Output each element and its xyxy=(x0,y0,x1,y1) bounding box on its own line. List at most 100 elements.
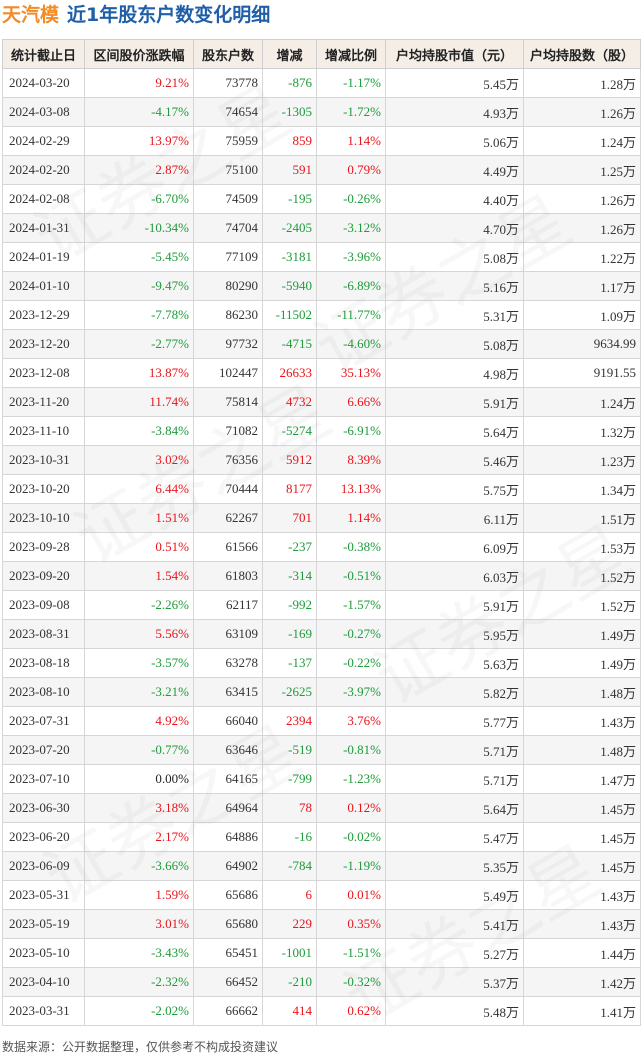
cell-date: 2024-03-20 xyxy=(2,68,85,98)
cell-change-ratio: 8.39% xyxy=(316,445,386,475)
cell-holders: 64886 xyxy=(193,822,263,852)
table-row: 2024-02-29 13.97% 75959 859 1.14% 5.06万 1.24万 xyxy=(2,126,641,156)
cell-avg-value: 5.08万 xyxy=(385,329,524,359)
table-row: 2023-07-31 4.92% 66040 2394 3.76% 5.77万 1.43万 xyxy=(2,706,641,736)
cell-change-ratio: -1.23% xyxy=(316,764,386,794)
cell-price-change: 1.51% xyxy=(84,503,194,533)
table-row: 2023-08-10 -3.21% 63415 -2625 -3.97% 5.82万 1.4… xyxy=(2,677,641,707)
cell-change: -4715 xyxy=(262,329,317,359)
cell-avg-shares: 1.51万 xyxy=(523,503,641,533)
cell-change: 8177 xyxy=(262,474,317,504)
cell-holders: 66452 xyxy=(193,967,263,997)
cell-avg-shares: 1.52万 xyxy=(523,561,641,591)
cell-price-change: -4.17% xyxy=(84,97,194,127)
table-row: 2023-09-08 -2.26% 62117 -992 -1.57% 5.91万 1.52… xyxy=(2,590,641,620)
cell-date: 2023-09-20 xyxy=(2,561,85,591)
cell-change-ratio: 3.76% xyxy=(316,706,386,736)
cell-holders: 63646 xyxy=(193,735,263,765)
page-title: 天汽模 近1年股东户数变化明细 xyxy=(2,2,270,28)
cell-price-change: -3.57% xyxy=(84,648,194,678)
cell-change: -11502 xyxy=(262,300,317,330)
cell-holders: 64902 xyxy=(193,851,263,881)
cell-avg-shares: 1.26万 xyxy=(523,184,641,214)
table-row: 2024-02-20 2.87% 75100 591 0.79% 4.49万 1.25万 xyxy=(2,155,641,185)
cell-date: 2023-07-31 xyxy=(2,706,85,736)
cell-price-change: 3.01% xyxy=(84,909,194,939)
cell-change-ratio: -1.72% xyxy=(316,97,386,127)
cell-avg-value: 5.37万 xyxy=(385,967,524,997)
cell-date: 2023-07-20 xyxy=(2,735,85,765)
cell-date: 2023-05-19 xyxy=(2,909,85,939)
cell-holders: 65451 xyxy=(193,938,263,968)
cell-change-ratio: 0.79% xyxy=(316,155,386,185)
table-row: 2023-12-29 -7.78% 86230 -11502 -11.77% 5.31万 1… xyxy=(2,300,641,330)
cell-holders: 74509 xyxy=(193,184,263,214)
cell-date: 2023-11-10 xyxy=(2,416,85,446)
cell-holders: 75100 xyxy=(193,155,263,185)
cell-avg-value: 5.06万 xyxy=(385,126,524,156)
cell-change-ratio: -0.02% xyxy=(316,822,386,852)
cell-avg-value: 5.48万 xyxy=(385,996,524,1026)
col-header-change-ratio: 增减比例 xyxy=(316,39,386,69)
table-row: 2023-10-31 3.02% 76356 5912 8.39% 5.46万 1.23万 xyxy=(2,445,641,475)
cell-date: 2024-01-19 xyxy=(2,242,85,272)
cell-change-ratio: -0.32% xyxy=(316,967,386,997)
cell-date: 2023-10-20 xyxy=(2,474,85,504)
cell-change-ratio: -4.60% xyxy=(316,329,386,359)
cell-change-ratio: 0.01% xyxy=(316,880,386,910)
cell-change-ratio: -11.77% xyxy=(316,300,386,330)
shareholder-table: 统计截止日 区间股价涨跌幅 股东户数 增减 增减比例 户均持股市值（元） 户均持… xyxy=(2,39,641,1026)
cell-change-ratio: 0.35% xyxy=(316,909,386,939)
table-row: 2024-03-08 -4.17% 74654 -1305 -1.72% 4.93万 1.2… xyxy=(2,97,641,127)
table-row: 2023-11-20 11.74% 75814 4732 6.66% 5.91万 1.24万 xyxy=(2,387,641,417)
cell-price-change: -6.70% xyxy=(84,184,194,214)
cell-holders: 61566 xyxy=(193,532,263,562)
cell-change: 6 xyxy=(262,880,317,910)
cell-avg-shares: 1.43万 xyxy=(523,706,641,736)
cell-holders: 65680 xyxy=(193,909,263,939)
table-row: 2024-02-08 -6.70% 74509 -195 -0.26% 4.40万 1.26… xyxy=(2,184,641,214)
cell-avg-shares: 1.24万 xyxy=(523,387,641,417)
cell-avg-value: 5.71万 xyxy=(385,735,524,765)
col-header-change: 增减 xyxy=(262,39,317,69)
cell-price-change: -3.43% xyxy=(84,938,194,968)
cell-price-change: -2.77% xyxy=(84,329,194,359)
cell-change: -799 xyxy=(262,764,317,794)
cell-avg-shares: 1.47万 xyxy=(523,764,641,794)
cell-avg-value: 6.03万 xyxy=(385,561,524,591)
cell-avg-shares: 1.43万 xyxy=(523,880,641,910)
table-row: 2023-12-08 13.87% 102447 26633 35.13% 4.98万 91… xyxy=(2,358,641,388)
cell-price-change: 2.87% xyxy=(84,155,194,185)
cell-price-change: 9.21% xyxy=(84,68,194,98)
col-header-avg-value: 户均持股市值（元） xyxy=(385,39,524,69)
cell-date: 2023-06-09 xyxy=(2,851,85,881)
cell-avg-value: 5.35万 xyxy=(385,851,524,881)
table-subtitle: 近1年股东户数变化明细 xyxy=(67,4,271,26)
cell-change: 78 xyxy=(262,793,317,823)
table-row: 2023-08-31 5.56% 63109 -169 -0.27% 5.95万 1.49万 xyxy=(2,619,641,649)
data-source-note: 数据来源：公开数据整理，仅供参考不构成投资建议 xyxy=(2,1040,279,1054)
cell-holders: 63109 xyxy=(193,619,263,649)
cell-avg-value: 4.49万 xyxy=(385,155,524,185)
cell-change-ratio: -0.26% xyxy=(316,184,386,214)
cell-change: -1305 xyxy=(262,97,317,127)
table-row: 2023-07-10 0.00% 64165 -799 -1.23% 5.71万 1.47万 xyxy=(2,764,641,794)
cell-change-ratio: -1.57% xyxy=(316,590,386,620)
cell-date: 2023-12-29 xyxy=(2,300,85,330)
table-row: 2023-07-20 -0.77% 63646 -519 -0.81% 5.71万 1.48… xyxy=(2,735,641,765)
table-row: 2023-08-18 -3.57% 63278 -137 -0.22% 5.63万 1.49… xyxy=(2,648,641,678)
cell-price-change: 0.51% xyxy=(84,532,194,562)
cell-change: -210 xyxy=(262,967,317,997)
cell-change-ratio: -1.51% xyxy=(316,938,386,968)
cell-change-ratio: -0.51% xyxy=(316,561,386,591)
cell-holders: 66040 xyxy=(193,706,263,736)
cell-avg-shares: 1.23万 xyxy=(523,445,641,475)
cell-avg-value: 5.63万 xyxy=(385,648,524,678)
cell-avg-value: 5.08万 xyxy=(385,242,524,272)
cell-date: 2023-07-10 xyxy=(2,764,85,794)
cell-avg-shares: 1.32万 xyxy=(523,416,641,446)
cell-date: 2024-02-08 xyxy=(2,184,85,214)
cell-change: 4732 xyxy=(262,387,317,417)
cell-change: -1001 xyxy=(262,938,317,968)
cell-price-change: 13.97% xyxy=(84,126,194,156)
